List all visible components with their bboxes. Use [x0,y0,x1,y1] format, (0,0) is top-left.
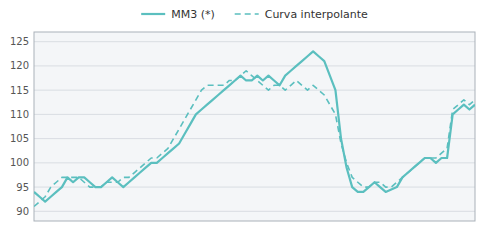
grid-line [34,114,475,115]
chart: 90 95 100 105 110 115 120 125 MM3 (*) Curva inter… [0,0,483,229]
legend-label: MM3 (*) [171,8,215,21]
plot-frame [34,32,475,221]
legend-swatch [235,13,259,15]
tick-label: 105 [10,133,29,144]
tick-label: 90 [16,206,29,217]
legend-swatch [141,13,165,15]
line-series [34,71,475,207]
tick-label: 120 [10,60,29,71]
grid-line [34,65,475,66]
grid-line [34,90,475,91]
y-axis: 90 95 100 105 110 115 120 125 [10,36,475,217]
grid-line [34,211,475,212]
grid-line [34,162,475,163]
lines [34,51,475,206]
legend-item: Curva interpolante [235,8,368,21]
legend-item: MM3 (*) [141,8,215,21]
tick-label: 125 [10,36,29,47]
tick-label: 100 [10,157,29,168]
tick-label: 95 [16,182,29,193]
tick-label: 110 [10,109,29,120]
grid-line [34,138,475,139]
grid-line [34,41,475,42]
line-series [34,51,475,201]
plot-background [34,32,475,221]
legend: MM3 (*) Curva interpolante [141,8,368,21]
legend-label: Curva interpolante [265,8,368,21]
tick-label: 115 [10,85,29,96]
